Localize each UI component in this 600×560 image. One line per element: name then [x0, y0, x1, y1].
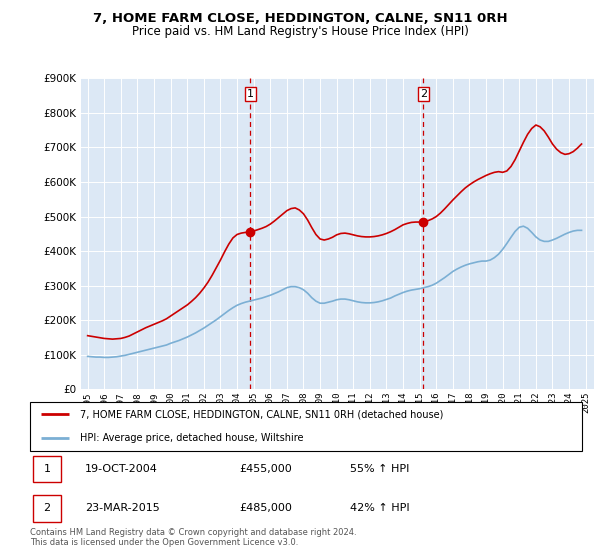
- Text: 1: 1: [247, 89, 254, 99]
- Text: Contains HM Land Registry data © Crown copyright and database right 2024.
This d: Contains HM Land Registry data © Crown c…: [30, 528, 356, 547]
- Text: 7, HOME FARM CLOSE, HEDDINGTON, CALNE, SN11 0RH (detached house): 7, HOME FARM CLOSE, HEDDINGTON, CALNE, S…: [80, 409, 443, 419]
- Text: 23-MAR-2015: 23-MAR-2015: [85, 503, 160, 513]
- Text: 2: 2: [44, 503, 50, 513]
- Text: 1: 1: [44, 464, 50, 474]
- Text: 55% ↑ HPI: 55% ↑ HPI: [350, 464, 410, 474]
- Text: 7, HOME FARM CLOSE, HEDDINGTON, CALNE, SN11 0RH: 7, HOME FARM CLOSE, HEDDINGTON, CALNE, S…: [92, 12, 508, 25]
- Bar: [33, 456, 61, 482]
- Text: Price paid vs. HM Land Registry's House Price Index (HPI): Price paid vs. HM Land Registry's House …: [131, 25, 469, 38]
- Text: 42% ↑ HPI: 42% ↑ HPI: [350, 503, 410, 513]
- Text: £485,000: £485,000: [240, 503, 293, 513]
- Text: 2: 2: [420, 89, 427, 99]
- Text: HPI: Average price, detached house, Wiltshire: HPI: Average price, detached house, Wilt…: [80, 433, 303, 443]
- Text: £455,000: £455,000: [240, 464, 293, 474]
- Bar: [33, 495, 61, 521]
- Text: 19-OCT-2004: 19-OCT-2004: [85, 464, 158, 474]
